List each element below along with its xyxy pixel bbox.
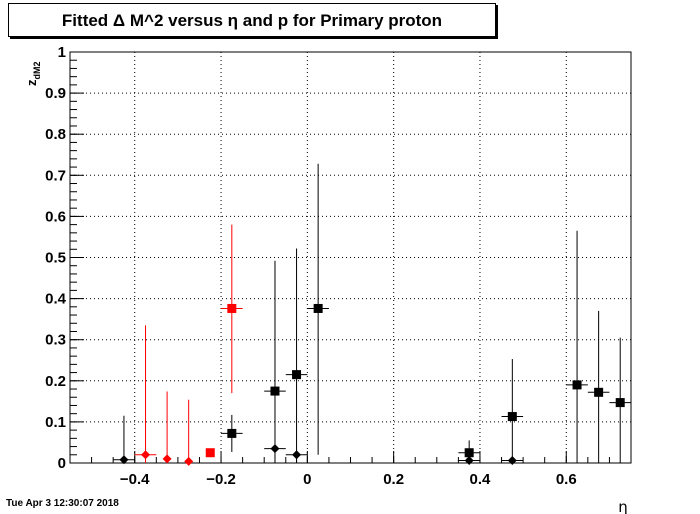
diamond-marker bbox=[292, 450, 302, 460]
y-tick-label: 0.5 bbox=[45, 250, 66, 267]
x-tick-label: 0.6 bbox=[556, 471, 577, 488]
square-marker bbox=[507, 412, 517, 422]
square-marker bbox=[227, 428, 237, 438]
x-tick-label: 0.4 bbox=[470, 471, 492, 488]
square-marker bbox=[292, 370, 302, 380]
diamond-marker bbox=[119, 455, 129, 465]
y-tick-label: 0.1 bbox=[45, 414, 66, 431]
diamond-marker bbox=[270, 444, 280, 454]
grid-lines bbox=[70, 51, 631, 464]
square-marker bbox=[572, 380, 582, 390]
diamond-marker bbox=[162, 454, 172, 464]
y-tick-label: 0.4 bbox=[45, 291, 67, 308]
square-marker bbox=[594, 387, 604, 397]
square-marker bbox=[464, 448, 474, 458]
square-marker bbox=[270, 386, 280, 396]
diamond-marker bbox=[184, 456, 194, 466]
x-tick-label: −0.4 bbox=[120, 471, 150, 488]
y-tick-label: 0 bbox=[58, 455, 66, 472]
y-tick-label: 1 bbox=[58, 44, 66, 61]
diamond-marker bbox=[507, 456, 517, 466]
x-axis-label: η bbox=[618, 498, 628, 514]
y-tick-label: 0.9 bbox=[45, 85, 66, 102]
square-marker bbox=[227, 303, 237, 313]
y-axis-label: zdM2 bbox=[24, 62, 42, 87]
axis-ticks: −0.4 −0.2 0 0.2 0.4 0.6 0 0.1 0.2 0.3 0.4 0.5 0.6 0.7… bbox=[45, 44, 632, 488]
diamond-marker bbox=[141, 450, 151, 460]
square-marker bbox=[313, 303, 323, 313]
data-points bbox=[113, 163, 631, 466]
x-tick-label: 0 bbox=[303, 471, 311, 488]
x-tick-label: −0.2 bbox=[206, 471, 236, 488]
chart-title: Fitted Δ M^2 versus η and p for Primary … bbox=[61, 11, 443, 30]
square-marker bbox=[615, 398, 625, 408]
chart-title-box: Fitted Δ M^2 versus η and p for Primary … bbox=[8, 3, 496, 37]
x-tick-label: 0.2 bbox=[383, 471, 404, 488]
y-tick-label: 0.2 bbox=[45, 373, 66, 390]
timestamp-footer: Tue Apr 3 12:30:07 2018 bbox=[6, 498, 119, 509]
y-tick-label: 0.8 bbox=[45, 126, 66, 143]
diamond-marker bbox=[464, 456, 474, 466]
y-tick-label: 0.7 bbox=[45, 167, 66, 184]
y-tick-label: 0.6 bbox=[45, 208, 66, 225]
square-marker bbox=[205, 448, 215, 458]
y-tick-label: 0.3 bbox=[45, 332, 66, 349]
